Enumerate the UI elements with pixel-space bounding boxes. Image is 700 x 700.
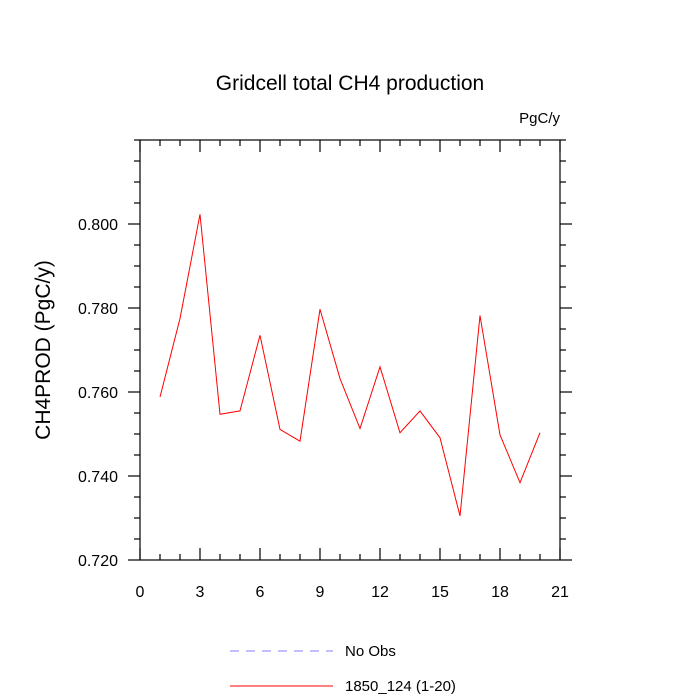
legend-label: 1850_124 (1-20) bbox=[345, 678, 456, 695]
x-tick-label: 6 bbox=[256, 584, 265, 601]
legend: No Obs 1850_124 (1-20) bbox=[230, 643, 456, 695]
y-tick-label: 0.800 bbox=[78, 217, 118, 234]
y-tick-label: 0.760 bbox=[78, 385, 118, 402]
plot-frame bbox=[139, 139, 561, 561]
x-tick-label: 21 bbox=[551, 584, 569, 601]
x-tick-label: 15 bbox=[431, 584, 449, 601]
x-tick-label: 12 bbox=[371, 584, 389, 601]
x-tick-label: 18 bbox=[491, 584, 509, 601]
axis-tick-labels: 0 3 6 9 12 15 18 21 0.720 0.740 0.760 0.780 0.800 bbox=[78, 217, 569, 601]
legend-label: No Obs bbox=[345, 643, 396, 660]
y-tick-label: 0.780 bbox=[78, 301, 118, 318]
x-tick-label: 3 bbox=[196, 584, 205, 601]
axis-ticks bbox=[128, 139, 572, 561]
x-tick-label: 0 bbox=[136, 584, 145, 601]
y-tick-label: 0.740 bbox=[78, 469, 118, 486]
units-label: PgC/y bbox=[519, 110, 560, 127]
series-line bbox=[159, 214, 541, 517]
series-group bbox=[159, 214, 541, 517]
chart-title: Gridcell total CH4 production bbox=[216, 72, 484, 95]
y-axis-label: CH4PROD (PgC/y) bbox=[32, 260, 55, 440]
y-tick-label: 0.720 bbox=[78, 553, 118, 570]
x-tick-label: 9 bbox=[316, 584, 325, 601]
